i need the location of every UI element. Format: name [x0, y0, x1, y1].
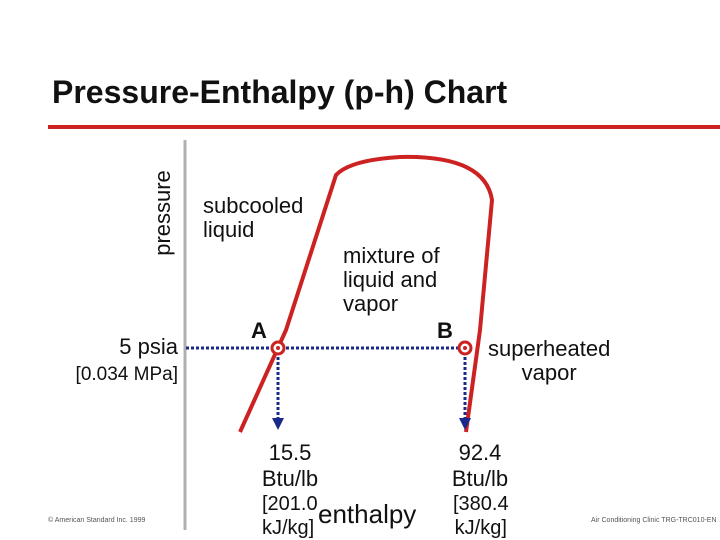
x-axis-label: enthalpy: [318, 499, 417, 529]
pressure-value: 5 psia: [119, 334, 178, 359]
superheated-vapor-label: superheated vapor: [488, 336, 611, 385]
pressure-si-value: [0.034 MPa]: [75, 364, 178, 385]
footer-copyright: © American Standard Inc. 1999: [48, 517, 146, 524]
footer-course: Air Conditioning Clinic TRG-TRC010-EN: [591, 517, 717, 524]
title-underline: [48, 125, 720, 129]
saturation-dome: [238, 154, 494, 433]
point-b-arrow-icon: [459, 418, 471, 430]
point-b-enthalpy-si: [380.4 kJ/kg]: [453, 493, 509, 539]
point-b-enthalpy: 92.4 Btu/lb: [451, 440, 509, 491]
subcooled-liquid-label: subcooled liquid: [203, 193, 304, 242]
point-a-enthalpy-si: [201.0 kJ/kg]: [262, 493, 318, 539]
point-b-label: B: [437, 318, 453, 343]
slide-title: Pressure-Enthalpy (p-h) Chart: [52, 74, 508, 110]
point-a-arrow-icon: [272, 418, 284, 430]
y-axis-label: pressure: [150, 170, 175, 256]
point-a-label: A: [251, 318, 267, 343]
mixture-label: mixture of liquid and vapor: [343, 243, 440, 316]
point-a-enthalpy: 15.5 Btu/lb: [261, 440, 319, 491]
